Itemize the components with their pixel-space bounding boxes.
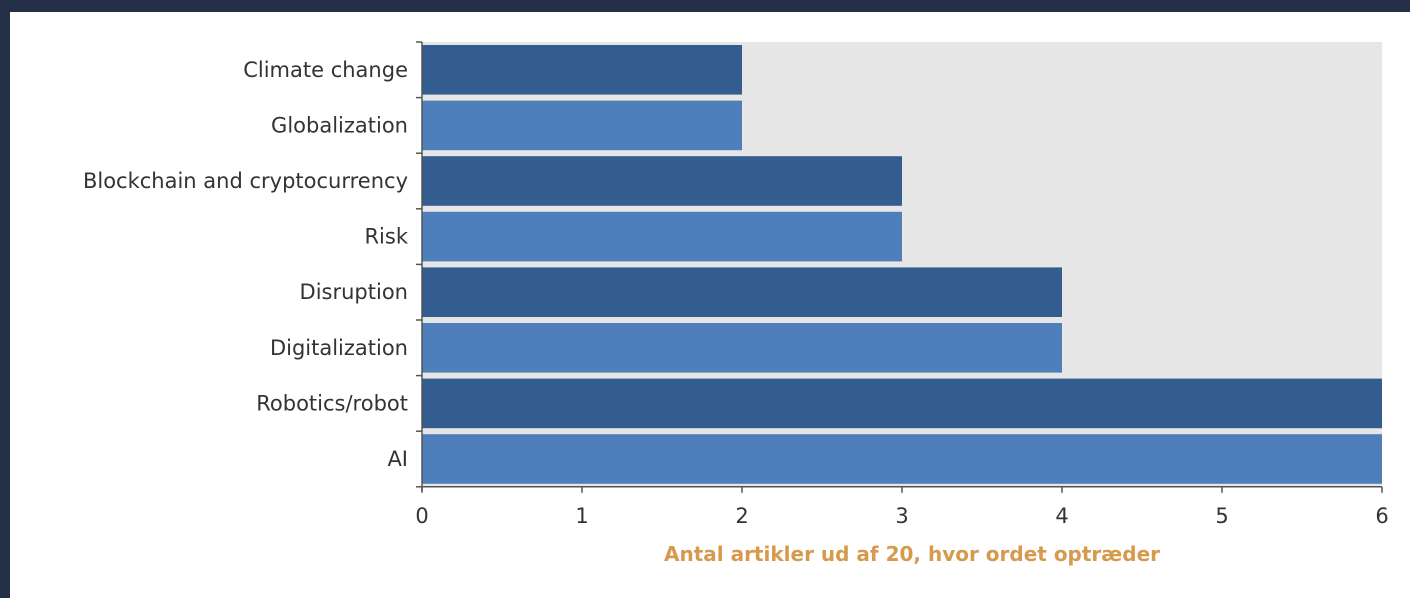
category-label: Blockchain and cryptocurrency [83,169,408,193]
bar-climate-change [422,45,742,95]
category-label: Climate change [243,58,408,82]
category-label: Risk [364,225,408,249]
bars-group [422,45,1382,484]
category-labels: Climate change Globalization Blockchain an… [83,58,409,471]
bar-robotics-robot [422,378,1382,429]
bar-globalization [422,100,742,151]
x-tick-label: 5 [1215,504,1228,528]
x-tick-label: 1 [575,504,588,528]
x-tick-label: 4 [1055,504,1068,528]
category-label: Globalization [271,113,408,137]
bar-disruption [422,267,1062,317]
category-label: Digitalization [270,336,408,360]
x-tick-label: 2 [735,504,748,528]
bar-chart: Climate change Globalization Blockchain an… [83,41,1389,566]
x-tick-label: 6 [1375,504,1388,528]
category-label: Disruption [300,280,408,304]
chart-panel: Climate change Globalization Blockchain an… [10,12,1410,598]
x-axis-title: Antal artikler ud af 20, hvor ordet optr… [664,542,1160,566]
bar-risk [422,211,902,262]
x-tick-label: 0 [415,504,428,528]
bar-blockchain-and-cryptocurrency [422,156,902,206]
bar-digitalization [422,323,1062,373]
bar-ai [422,434,1382,484]
axes-group [416,41,1383,493]
category-label: AI [387,447,408,471]
x-tick-labels: 0 1 2 3 4 5 6 [415,504,1388,528]
x-tick-label: 3 [895,504,908,528]
category-label: Robotics/robot [256,391,408,415]
